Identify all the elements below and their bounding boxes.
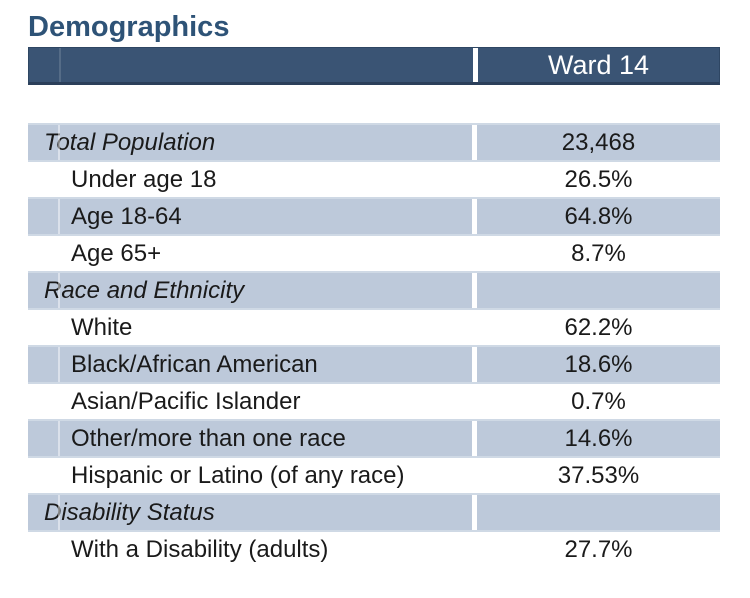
table-row: Total Population 23,468 [28,123,720,160]
row-label-cell: Age 65+ [28,236,472,271]
column-inner-divider [58,421,60,456]
row-label: Total Population [44,129,216,156]
row-value-cell: 0.7% [477,384,720,419]
column-divider [472,199,477,234]
column-divider [472,310,477,345]
table-row: Age 18-64 64.8% [28,197,720,234]
row-label-cell: Race and Ethnicity [28,273,472,308]
row-value: 14.6% [564,425,633,452]
row-label-cell: Other/more than one race [28,421,472,456]
column-divider [472,236,477,271]
table-row: Age 65+ 8.7% [28,234,720,271]
row-value-cell: 27.7% [477,532,720,567]
table-row: Black/African American 18.6% [28,345,720,382]
row-label: Age 18-64 [71,203,182,230]
table-header-row: Ward 14 [28,47,720,85]
row-value: 27.7% [564,536,633,563]
row-value: 26.5% [564,166,633,193]
column-divider [472,495,477,530]
column-divider [472,273,477,308]
row-value-cell: 26.5% [477,162,720,197]
table-row: Asian/Pacific Islander 0.7% [28,382,720,419]
column-divider [472,532,477,567]
row-value-cell: 23,468 [477,125,720,160]
row-value-cell: 62.2% [477,310,720,345]
column-divider [472,162,477,197]
table-row: Hispanic or Latino (of any race) 37.53% [28,456,720,493]
column-inner-divider [59,48,61,82]
table-row: Race and Ethnicity [28,271,720,308]
row-label: Asian/Pacific Islander [71,388,301,415]
table-row: Other/more than one race 14.6% [28,419,720,456]
row-value-cell: 14.6% [477,421,720,456]
table-row: Under age 18 26.5% [28,160,720,197]
row-label: Age 65+ [71,240,162,267]
row-label-cell: With a Disability (adults) [28,532,472,567]
row-value: 8.7% [571,240,626,267]
row-value-cell: 37.53% [477,458,720,493]
row-value: 18.6% [564,351,633,378]
row-label: Under age 18 [71,166,217,193]
column-divider [472,347,477,382]
table-row: Disability Status [28,493,720,530]
row-label: White [71,314,133,341]
row-label: With a Disability (adults) [71,536,329,563]
table-row: White 62.2% [28,308,720,345]
column-divider [472,421,477,456]
row-value-cell [477,273,720,308]
row-label-cell: Total Population [28,125,472,160]
header-label-cell [29,48,473,82]
row-label-cell: Hispanic or Latino (of any race) [28,458,472,493]
spacer-row [28,85,720,123]
column-inner-divider [58,495,60,530]
header-value-cell: Ward 14 [478,48,719,82]
row-label: Race and Ethnicity [44,277,245,304]
row-value: 64.8% [564,203,633,230]
demographics-table: Ward 14 Total Population 23,468 Under ag… [28,47,720,567]
demographics-page: Demographics Ward 14 Total Population 23… [0,8,750,598]
column-divider [472,458,477,493]
table-body: Total Population 23,468 Under age 18 26.… [28,123,720,567]
row-value: 0.7% [571,388,626,415]
column-inner-divider [58,199,60,234]
column-divider [472,384,477,419]
row-label-cell: White [28,310,472,345]
page-title: Demographics [28,11,230,43]
column-inner-divider [58,125,60,160]
table-row: With a Disability (adults) 27.7% [28,530,720,567]
row-label: Disability Status [44,499,215,526]
row-value-cell [477,495,720,530]
row-label: Other/more than one race [71,425,346,452]
row-label-cell: Black/African American [28,347,472,382]
column-inner-divider [58,273,60,308]
row-value-cell: 18.6% [477,347,720,382]
row-label-cell: Age 18-64 [28,199,472,234]
row-label: Hispanic or Latino (of any race) [71,462,405,489]
column-divider [473,48,478,82]
row-value-cell: 64.8% [477,199,720,234]
row-label: Black/African American [71,351,318,378]
header-ward-label: Ward 14 [547,49,650,80]
column-inner-divider [58,347,60,382]
column-divider [472,125,477,160]
row-label-cell: Under age 18 [28,162,472,197]
row-label-cell: Disability Status [28,495,472,530]
row-value: 23,468 [561,129,636,156]
row-value-cell: 8.7% [477,236,720,271]
row-value: 37.53% [557,462,640,489]
row-value: 62.2% [564,314,633,341]
row-label-cell: Asian/Pacific Islander [28,384,472,419]
